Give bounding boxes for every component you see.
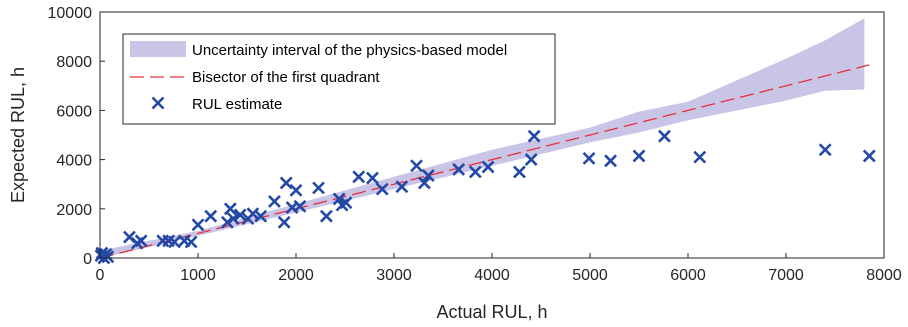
legend-swatch-band	[130, 41, 186, 57]
rul-estimate-point	[658, 129, 671, 143]
rul-estimate-point	[395, 180, 409, 194]
rul-estimate-point	[312, 181, 325, 195]
rul-estimate-point	[191, 218, 205, 232]
x-tick-label: 7000	[768, 267, 804, 284]
legend-box	[122, 33, 556, 125]
y-tick-label: 0	[83, 251, 92, 268]
rul-estimate-point	[254, 209, 268, 223]
rul-estimate-point	[452, 163, 466, 176]
rul-estimate-point	[632, 149, 646, 163]
x-axis: 0 1000 2000 3000 4000 5000 6000 7000 8000	[96, 253, 902, 284]
rul-estimate-point	[818, 143, 832, 157]
rul-estimate-point	[582, 151, 596, 165]
y-axis: 0 2000 4000 6000 8000 10000	[48, 5, 105, 268]
bisector-line	[99, 64, 870, 259]
rul-estimate-point	[481, 160, 495, 174]
rul-estimate-point	[524, 153, 538, 167]
rul-estimate-point	[862, 149, 876, 163]
rul-estimate-point	[293, 199, 307, 213]
y-tick-label: 2000	[56, 202, 92, 219]
legend-swatch-marker	[151, 96, 165, 110]
legend-label-band: Uncertainty interval of the physics-base…	[192, 42, 507, 59]
rul-estimate-point	[279, 176, 293, 190]
rul-estimate-point	[375, 182, 389, 196]
y-tick-label: 4000	[56, 153, 92, 170]
rul-estimate-point	[421, 169, 435, 183]
y-tick-label: 6000	[56, 103, 92, 120]
legend-marker-x	[151, 96, 165, 110]
scatter-points-layer	[94, 129, 876, 265]
x-tick-label: 1000	[180, 267, 216, 284]
rul-estimate-point	[168, 235, 181, 249]
rul-estimate-point	[268, 195, 281, 208]
rul-estimate-point	[352, 170, 366, 184]
rul-estimate-point	[184, 235, 198, 249]
legend-label-marker: RUL estimate	[192, 96, 282, 113]
rul-estimate-point	[223, 202, 237, 216]
rul-estimate-point	[277, 215, 291, 229]
rul-estimate-point	[319, 209, 333, 223]
rul-estimate-point	[339, 196, 353, 210]
x-axis-label: Actual RUL, h	[436, 302, 547, 322]
rul-estimate-point	[693, 150, 707, 164]
rul-estimate-point	[604, 154, 617, 168]
y-tick-label: 10000	[48, 5, 93, 22]
rul-estimate-point	[527, 129, 541, 143]
rul-estimate-point	[101, 250, 115, 264]
rul-estimate-point	[468, 165, 482, 179]
rul-estimate-point	[134, 234, 148, 248]
rul-estimate-point	[513, 165, 526, 179]
bisector-layer	[99, 64, 870, 259]
x-tick-label: 2000	[278, 267, 314, 284]
y-axis-label: Expected RUL, h	[8, 67, 28, 203]
rul-estimate-point	[410, 159, 423, 173]
rul-estimate-point	[220, 215, 234, 229]
rul-estimate-point	[226, 212, 240, 226]
x-tick-label: 4000	[474, 267, 510, 284]
x-tick-label: 8000	[866, 267, 902, 284]
rul-estimate-point	[366, 171, 379, 185]
legend: Uncertainty interval of the physics-base…	[122, 33, 556, 125]
x-tick-label: 0	[96, 267, 105, 284]
x-tick-label: 5000	[572, 267, 608, 284]
rul-estimate-point	[233, 208, 247, 222]
legend-label-line: Bisector of the first quadrant	[192, 69, 380, 86]
rul-estimate-point	[246, 207, 260, 221]
rul-estimate-point	[417, 176, 431, 190]
x-tick-label: 6000	[670, 267, 706, 284]
rul-estimate-point	[204, 209, 218, 223]
rul-estimate-point	[289, 183, 303, 197]
x-tick-label: 3000	[376, 267, 412, 284]
y-tick-label: 8000	[56, 54, 92, 71]
